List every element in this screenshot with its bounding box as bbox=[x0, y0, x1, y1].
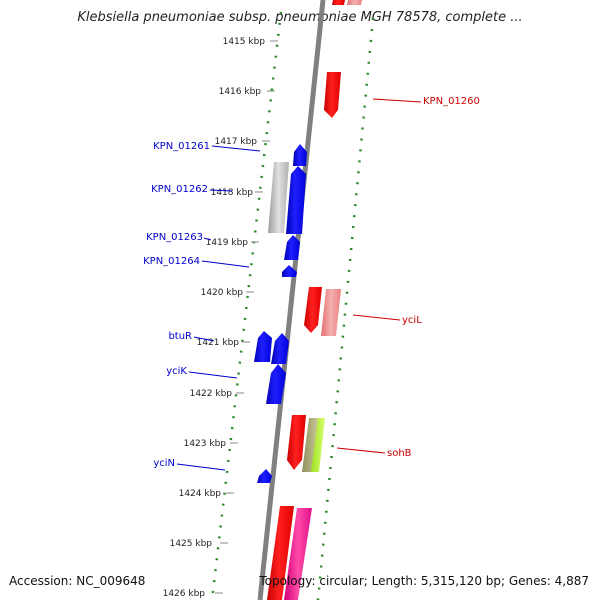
backbone bbox=[257, 0, 326, 600]
gene-feature-btur-2[interactable] bbox=[271, 333, 289, 364]
accession-text: Accession: NC_009648 bbox=[9, 574, 146, 588]
gene-feature-bottom-magenta[interactable] bbox=[284, 508, 312, 600]
leader-line bbox=[211, 145, 261, 152]
tick-label: 1420 kbp bbox=[201, 288, 244, 298]
gene-label-kpn-01262: KPN_01262 bbox=[151, 184, 208, 195]
leader-line bbox=[336, 447, 386, 454]
gene-feature-ycin[interactable] bbox=[257, 469, 272, 483]
leader-line bbox=[176, 463, 226, 471]
gene-feature-top-red[interactable] bbox=[332, 0, 345, 5]
leader-line bbox=[209, 189, 233, 192]
tick-label: 1424 kbp bbox=[179, 489, 222, 499]
tick-label: 1419 kbp bbox=[206, 238, 249, 248]
tick-label: 1415 kbp bbox=[223, 37, 266, 47]
gene-feature-kpn-01263[interactable] bbox=[284, 235, 300, 260]
leader-line bbox=[193, 336, 215, 342]
gene-label-kpn-01263: KPN_01263 bbox=[146, 232, 203, 243]
gene-feature-bottom-red[interactable] bbox=[267, 506, 294, 600]
tick-label: 1425 kbp bbox=[170, 539, 213, 549]
tick-label: 1416 kbp bbox=[219, 87, 262, 97]
forward-genes bbox=[254, 144, 307, 483]
gene-label-kpn-01260: KPN_01260 bbox=[423, 96, 480, 107]
gene-label-ycil: yciL bbox=[402, 315, 422, 326]
gene-label-kpn-01261: KPN_01261 bbox=[153, 141, 210, 152]
tick-label: 1418 kbp bbox=[211, 188, 254, 198]
gene-feature-ycil-pink[interactable] bbox=[321, 289, 341, 336]
leader-line bbox=[201, 260, 250, 268]
tick-label: 1426 kbp bbox=[163, 589, 206, 599]
gene-label-ycik: yciK bbox=[166, 366, 187, 377]
tick-label: 1422 kbp bbox=[190, 389, 233, 399]
gene-label-kpn-01264: KPN_01264 bbox=[143, 256, 200, 267]
tick-label: 1423 kbp bbox=[184, 439, 227, 449]
gene-label-sohb: sohB bbox=[387, 448, 412, 459]
leader-lines bbox=[176, 98, 422, 471]
gene-feature-btur[interactable] bbox=[254, 331, 272, 362]
genome-summary-text: Topology: circular; Length: 5,315,120 bp… bbox=[259, 574, 589, 588]
leader-line bbox=[188, 371, 238, 379]
gene-labels: KPN_01261 KPN_01262 KPN_01263 KPN_01264 … bbox=[143, 96, 480, 469]
gene-feature-top-pink[interactable] bbox=[347, 0, 362, 5]
gene-label-btur: btuR bbox=[168, 331, 192, 342]
leader-line bbox=[352, 314, 401, 321]
gene-feature-sohb[interactable] bbox=[287, 415, 306, 470]
tick-labels: 1415 kbp 1416 kbp 1417 kbp 1418 kbp 1419… bbox=[163, 37, 266, 599]
reverse-genes bbox=[267, 0, 362, 600]
gene-feature-sohb-lime[interactable] bbox=[311, 418, 325, 472]
gene-feature-kpn-01261[interactable] bbox=[293, 144, 307, 166]
gene-feature-sohb-olive[interactable] bbox=[302, 418, 318, 472]
gene-feature-ycik[interactable] bbox=[266, 364, 286, 404]
tick-label: 1417 kbp bbox=[215, 137, 258, 147]
map-title: Klebsiella pneumoniae subsp. pneumoniae … bbox=[77, 10, 523, 25]
gene-feature-gray[interactable] bbox=[268, 162, 289, 233]
leader-line bbox=[372, 98, 422, 103]
tick-marks bbox=[215, 40, 278, 594]
tick-label: 1421 kbp bbox=[197, 338, 240, 348]
gene-feature-ycil[interactable] bbox=[304, 287, 322, 333]
gene-feature-kpn-01260[interactable] bbox=[324, 72, 341, 118]
gene-feature-kpn-01264[interactable] bbox=[282, 265, 297, 277]
gene-feature-kpn-01262[interactable] bbox=[286, 166, 306, 234]
leader-line bbox=[203, 237, 212, 241]
gene-label-ycin: yciN bbox=[153, 458, 175, 469]
